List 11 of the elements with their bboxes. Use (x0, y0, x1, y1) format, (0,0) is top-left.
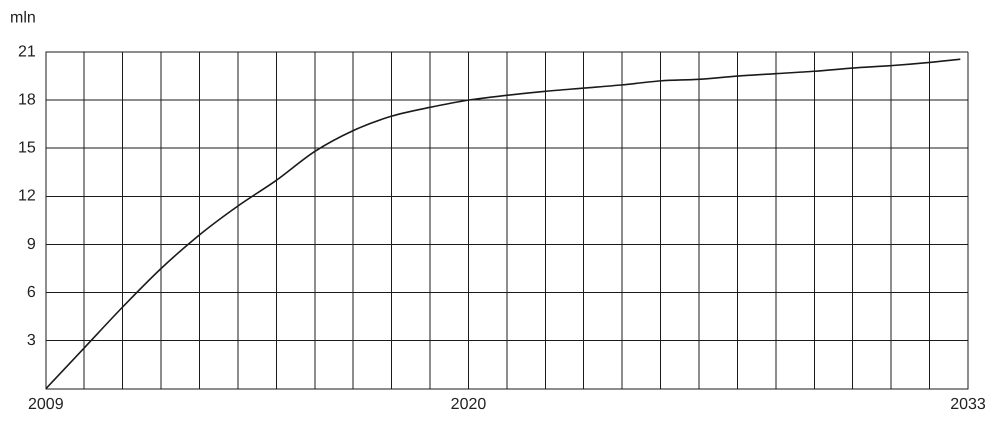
y-tick-label: 12 (18, 188, 36, 205)
y-tick-label: 15 (18, 140, 36, 157)
y-tick-label: 9 (26, 236, 36, 253)
x-tick-label: 2033 (950, 396, 986, 413)
y-axis-title: mln (10, 9, 36, 26)
y-tick-label: 18 (18, 92, 36, 109)
y-tick-label: 3 (26, 332, 36, 350)
x-tick-label: 2020 (450, 396, 486, 413)
x-tick-label: 2009 (28, 396, 64, 413)
y-tick-label: 6 (26, 284, 36, 301)
y-tick-label: 21 (18, 43, 36, 60)
